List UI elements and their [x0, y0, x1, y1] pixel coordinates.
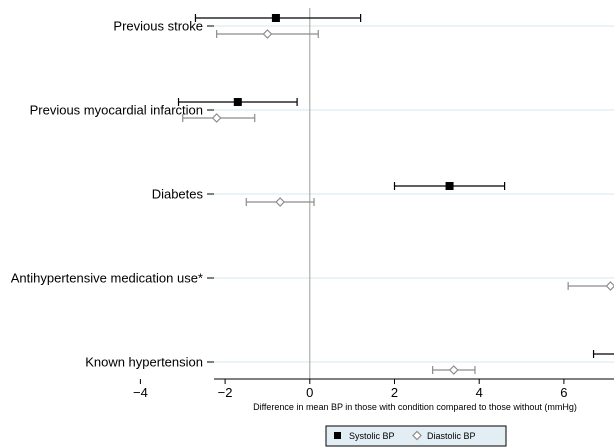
estimate-marker — [605, 281, 614, 291]
x-axis-ticks: −4−202468101214 — [133, 379, 568, 400]
x-axis-title: Difference in mean BP in those with cond… — [253, 402, 577, 412]
legend-marker-diastolic — [412, 430, 422, 441]
estimate-marker — [275, 197, 286, 207]
x-tick-label: 4 — [476, 385, 483, 400]
x-tick-label: 0 — [306, 385, 313, 400]
x-tick-label: 6 — [560, 385, 567, 400]
estimate-marker — [448, 365, 459, 375]
series-layer — [177, 14, 614, 375]
estimate-marker — [233, 98, 242, 106]
category-label: Previous myocardial infarction — [30, 103, 203, 118]
category-label: Diabetes — [152, 187, 204, 202]
x-tick-label: −2 — [218, 385, 233, 400]
estimate-marker — [271, 14, 280, 22]
category-label: Known hypertension — [85, 355, 203, 370]
x-tick-label: −4 — [133, 385, 148, 400]
category-label: Previous stroke — [113, 19, 203, 34]
grid-lines — [214, 25, 614, 363]
legend-label-systolic: Systolic BP — [349, 431, 395, 441]
legend: Systolic BP Diastolic BP — [325, 425, 507, 447]
legend-label-diastolic: Diastolic BP — [427, 431, 476, 441]
x-tick-label: 2 — [391, 385, 398, 400]
series-diastolic — [182, 29, 614, 375]
category-label: Antihypertensive medication use* — [11, 271, 203, 286]
category-labels: Previous stroke Previous myocardial infar… — [11, 19, 214, 370]
estimate-marker — [445, 182, 454, 190]
estimate-marker — [211, 113, 222, 123]
legend-marker-systolic — [334, 432, 341, 439]
estimate-marker — [262, 29, 273, 39]
series-systolic — [177, 14, 614, 358]
